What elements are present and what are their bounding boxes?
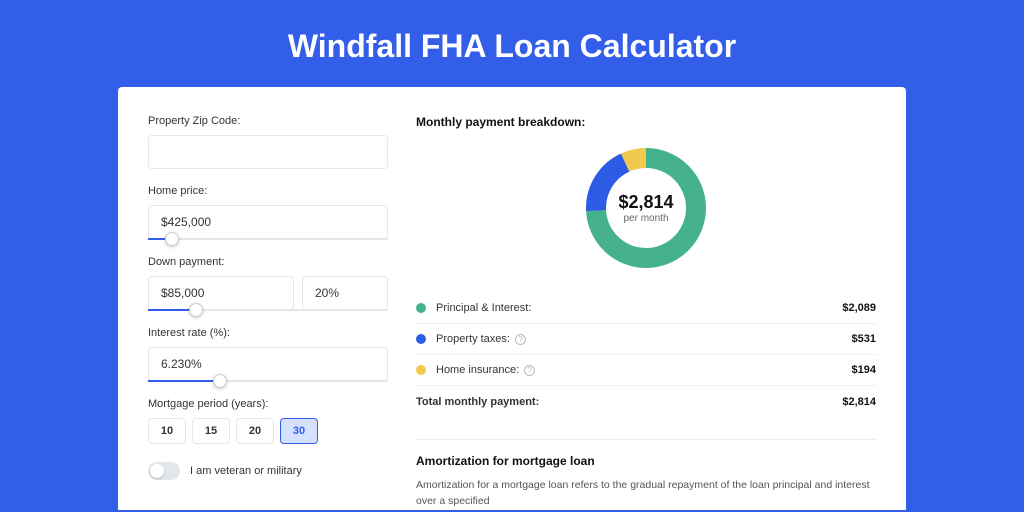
- down-payment-pct-input[interactable]: [302, 276, 388, 310]
- down-payment-input[interactable]: [148, 276, 294, 310]
- breakdown-row: Home insurance:? $194: [416, 355, 876, 386]
- period-button-10[interactable]: 10: [148, 418, 186, 444]
- total-value: $2,814: [842, 396, 876, 408]
- zip-input[interactable]: [148, 135, 388, 169]
- period-button-15[interactable]: 15: [192, 418, 230, 444]
- veteran-toggle-row: I am veteran or military: [148, 462, 388, 480]
- legend-dot: [416, 334, 426, 344]
- interest-rate-label: Interest rate (%):: [148, 327, 388, 339]
- donut-sub: per month: [618, 213, 673, 224]
- breakdown-panel: Monthly payment breakdown: $2,814 per mo…: [416, 115, 876, 510]
- down-payment-field: Down payment:: [148, 256, 388, 311]
- period-button-30[interactable]: 30: [280, 418, 318, 444]
- home-price-label: Home price:: [148, 185, 388, 197]
- breakdown-label: Principal & Interest:: [436, 302, 531, 314]
- page-title: Windfall FHA Loan Calculator: [0, 0, 1024, 87]
- mortgage-period-field: Mortgage period (years): 10152030: [148, 398, 388, 444]
- donut-chart: $2,814 per month: [416, 143, 876, 273]
- amortization-section: Amortization for mortgage loan Amortizat…: [416, 439, 876, 510]
- breakdown-row: Principal & Interest: $2,089: [416, 293, 876, 324]
- breakdown-label: Home insurance:?: [436, 364, 535, 376]
- breakdown-label: Property taxes:?: [436, 333, 526, 345]
- toggle-knob: [150, 464, 164, 478]
- breakdown-row: Property taxes:? $531: [416, 324, 876, 355]
- down-payment-slider[interactable]: [148, 309, 388, 311]
- info-icon[interactable]: ?: [524, 365, 535, 376]
- home-price-slider[interactable]: [148, 238, 388, 240]
- zip-field: Property Zip Code:: [148, 115, 388, 169]
- interest-rate-field: Interest rate (%):: [148, 327, 388, 382]
- total-row: Total monthly payment: $2,814: [416, 386, 876, 417]
- period-button-20[interactable]: 20: [236, 418, 274, 444]
- mortgage-period-label: Mortgage period (years):: [148, 398, 388, 410]
- breakdown-value: $194: [852, 364, 876, 376]
- veteran-label: I am veteran or military: [190, 465, 302, 477]
- total-label: Total monthly payment:: [416, 396, 539, 408]
- form-panel: Property Zip Code: Home price: Down paym…: [148, 115, 388, 510]
- interest-rate-input[interactable]: [148, 347, 388, 381]
- breakdown-value: $2,089: [842, 302, 876, 314]
- home-price-input[interactable]: [148, 205, 388, 239]
- interest-rate-slider[interactable]: [148, 380, 388, 382]
- breakdown-value: $531: [852, 333, 876, 345]
- veteran-toggle[interactable]: [148, 462, 180, 480]
- breakdown-title: Monthly payment breakdown:: [416, 115, 876, 129]
- amortization-title: Amortization for mortgage loan: [416, 454, 876, 468]
- donut-amount: $2,814: [618, 192, 673, 213]
- legend-dot: [416, 303, 426, 313]
- zip-label: Property Zip Code:: [148, 115, 388, 127]
- amortization-text: Amortization for a mortgage loan refers …: [416, 478, 876, 510]
- home-price-field: Home price:: [148, 185, 388, 240]
- down-payment-label: Down payment:: [148, 256, 388, 268]
- legend-dot: [416, 365, 426, 375]
- calculator-card: Property Zip Code: Home price: Down paym…: [118, 87, 906, 510]
- info-icon[interactable]: ?: [515, 334, 526, 345]
